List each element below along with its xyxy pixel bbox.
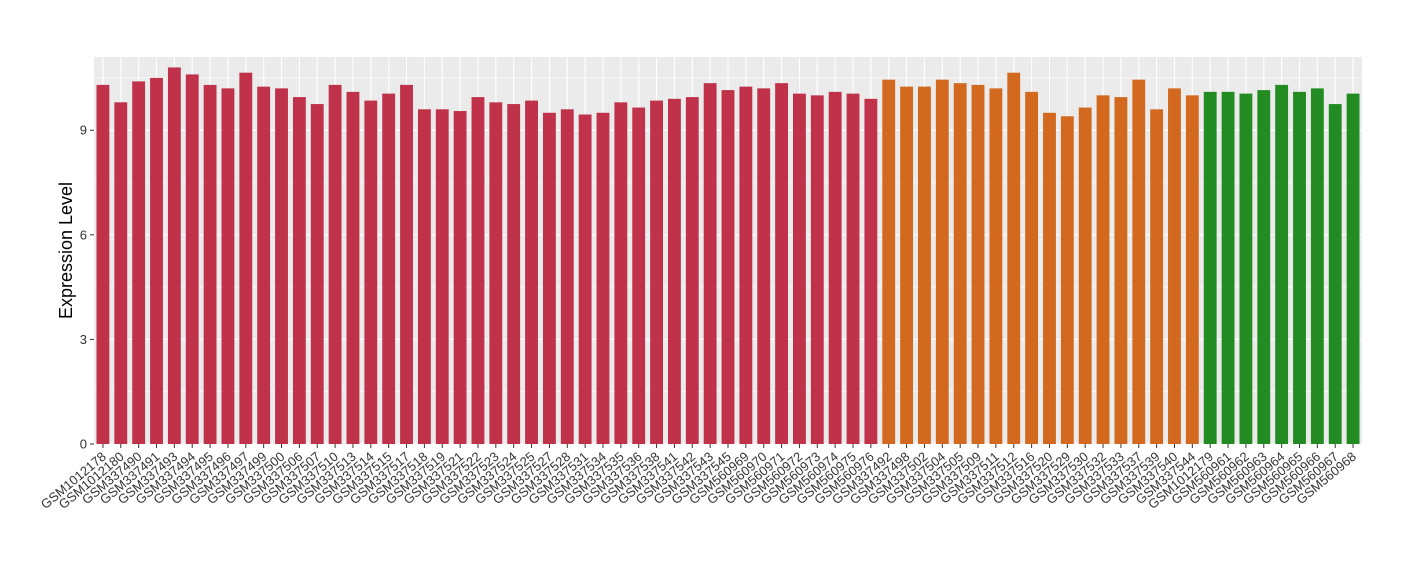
bar-gsm337495 xyxy=(203,84,217,444)
bar-gsm337502 xyxy=(918,86,931,444)
bar-gsm337523 xyxy=(489,102,503,444)
bar-gsm337512 xyxy=(1007,72,1021,445)
bar-gsm337543 xyxy=(703,83,717,444)
bar-gsm337521 xyxy=(453,111,467,445)
bar-gsm337504 xyxy=(935,79,949,444)
bar-gsm337524 xyxy=(507,104,521,444)
bar-gsm337545 xyxy=(721,90,735,445)
bar-gsm337535 xyxy=(614,102,628,444)
bar-gsm337494 xyxy=(185,74,199,444)
bar-gsm337527 xyxy=(542,112,556,444)
bar-gsm337522 xyxy=(471,97,485,444)
bar-gsm337529 xyxy=(1060,116,1074,445)
bar-gsm337518 xyxy=(417,109,431,444)
bar-gsm560964 xyxy=(1275,84,1289,444)
bar-gsm337499 xyxy=(257,86,271,444)
bar-gsm560962 xyxy=(1239,93,1253,445)
bar-gsm337490 xyxy=(132,81,146,445)
bar-gsm337516 xyxy=(1025,91,1039,444)
bar-gsm337532 xyxy=(1096,95,1110,444)
bar-gsm337519 xyxy=(435,109,449,444)
bar-gsm337537 xyxy=(1132,79,1146,444)
bar-gsm560969 xyxy=(739,86,753,444)
bar-gsm337511 xyxy=(989,88,1003,444)
bar-gsm337491 xyxy=(150,77,163,445)
bar-gsm337513 xyxy=(346,91,360,444)
bar-gsm337515 xyxy=(382,93,396,445)
bar-gsm337505 xyxy=(953,83,967,444)
bar-gsm560966 xyxy=(1310,88,1324,444)
y-axis: 0 3 6 9 xyxy=(80,123,94,452)
bar-gsm560968 xyxy=(1346,93,1360,445)
bar-gsm337500 xyxy=(275,88,288,444)
bar-gsm560974 xyxy=(828,91,842,444)
bar-gsm337498 xyxy=(900,86,914,444)
bar-gsm337492 xyxy=(882,79,896,444)
bar-gsm337493 xyxy=(167,67,181,444)
bar-gsm337514 xyxy=(364,100,378,444)
y-tick-label: 9 xyxy=(80,123,87,138)
bar-gsm337539 xyxy=(1150,109,1164,444)
bar-gsm1012178 xyxy=(96,84,110,444)
bar-gsm337538 xyxy=(650,100,663,444)
bar-gsm1012179 xyxy=(1203,91,1217,444)
x-axis: GSM1012178GSM1012180GSM337490GSM337491GS… xyxy=(38,444,1359,512)
bar-gsm337530 xyxy=(1078,107,1092,445)
bar-gsm560963 xyxy=(1257,90,1271,445)
bar-gsm337541 xyxy=(667,98,681,445)
bar-gsm337536 xyxy=(632,107,646,445)
bar-gsm337528 xyxy=(560,109,574,444)
bar-gsm337542 xyxy=(685,97,699,444)
bar-gsm560972 xyxy=(793,93,806,445)
bar-gsm337544 xyxy=(1185,95,1199,444)
y-tick-label: 3 xyxy=(80,332,87,347)
bar-gsm560967 xyxy=(1328,104,1342,444)
bar-gsm560973 xyxy=(810,95,824,444)
bar-gsm560975 xyxy=(846,93,860,445)
y-tick-label: 0 xyxy=(80,437,87,452)
bar-gsm560961 xyxy=(1221,91,1235,444)
bar-gsm560971 xyxy=(775,83,789,444)
bar-gsm337525 xyxy=(525,100,538,444)
bar-gsm337509 xyxy=(971,84,985,444)
bar-gsm560965 xyxy=(1293,91,1306,444)
bar-gsm560976 xyxy=(864,98,878,445)
bar-gsm337534 xyxy=(596,112,610,444)
bar-gsm337520 xyxy=(1043,112,1056,444)
bar-gsm560970 xyxy=(757,88,771,444)
bar-gsm337517 xyxy=(400,84,413,444)
bar-gsm337510 xyxy=(328,84,342,444)
bar-gsm337531 xyxy=(578,114,592,444)
bar-gsm337533 xyxy=(1114,97,1128,444)
bar-gsm337507 xyxy=(310,104,324,444)
bar-gsm337497 xyxy=(239,72,253,445)
bars xyxy=(96,67,1360,445)
y-tick-label: 6 xyxy=(80,227,87,242)
bar-gsm337540 xyxy=(1168,88,1181,444)
bar-gsm337506 xyxy=(292,97,306,444)
y-axis-label: Expression Level xyxy=(56,182,76,319)
bar-gsm1012180 xyxy=(114,102,128,444)
bar-gsm337496 xyxy=(221,88,235,444)
